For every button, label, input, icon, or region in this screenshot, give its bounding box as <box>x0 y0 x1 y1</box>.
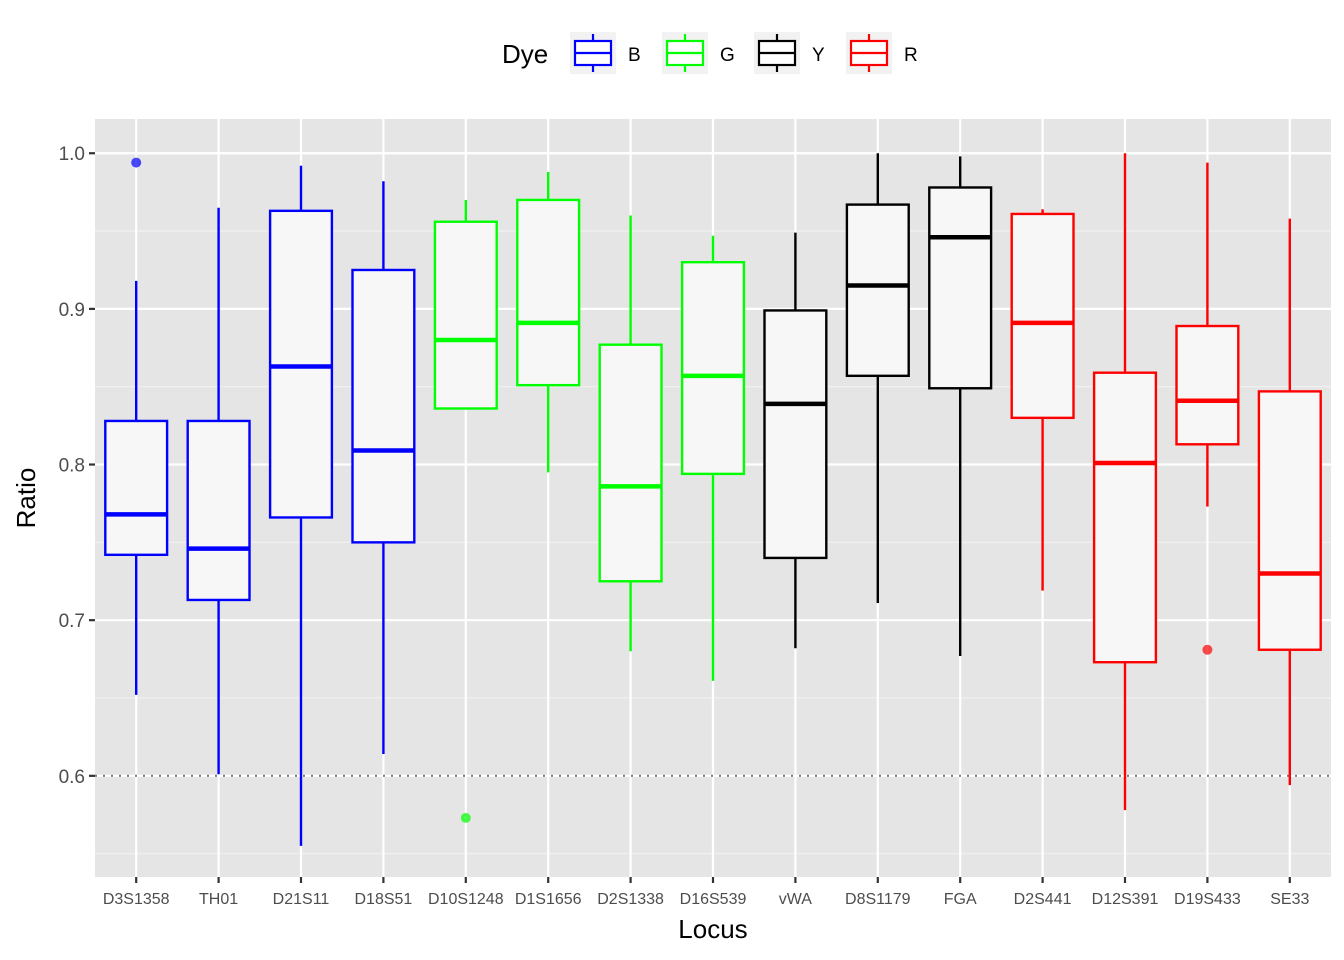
legend-item-b: B <box>570 32 641 74</box>
x-tick-label: D2S441 <box>1014 891 1072 908</box>
box-vwa <box>763 232 828 649</box>
box-body <box>845 203 910 378</box>
box-th01 <box>186 207 251 775</box>
box-body <box>763 309 828 560</box>
box-body <box>928 186 993 390</box>
box-se33 <box>1257 218 1322 786</box>
y-tick-label: 1.0 <box>59 144 85 165</box>
y-axis-title: Ratio <box>11 468 41 529</box>
legend-title: Dye <box>502 39 548 69</box>
x-tick-label: D3S1358 <box>103 891 170 908</box>
x-tick-label: D19S433 <box>1174 891 1241 908</box>
box-d1s1656 <box>516 171 581 473</box>
box-d2s441 <box>1010 209 1075 591</box>
box-fga <box>928 156 993 656</box>
box-body <box>186 419 251 602</box>
box-body <box>516 198 581 387</box>
x-tick-label: D1S1656 <box>515 891 582 908</box>
legend-item-r: R <box>846 32 918 74</box>
box-body <box>680 260 746 476</box>
box-body <box>598 343 663 583</box>
outlier-point <box>131 157 142 168</box>
box-d16s539 <box>680 235 746 681</box>
box-body <box>1010 212 1075 420</box>
x-tick-label: D18S51 <box>354 891 412 908</box>
legend-item-g: G <box>662 32 735 74</box>
legend-label: B <box>628 45 641 66</box>
boxes <box>104 153 1322 846</box>
x-tick-label: vWA <box>779 891 813 908</box>
box-d19s433 <box>1175 162 1240 655</box>
box-d12s391 <box>1092 153 1158 811</box>
y-axis: 0.6 0.7 0.8 0.9 1.0 <box>59 144 95 788</box>
box-body <box>433 220 498 410</box>
box-body <box>268 209 334 519</box>
x-tick-label: D21S11 <box>273 891 330 908</box>
box-d10s1248 <box>433 199 498 823</box>
y-tick-label: 0.7 <box>59 611 85 632</box>
x-tick-label: D8S1179 <box>845 891 911 908</box>
legend-label: G <box>720 45 735 66</box>
legend: Dye B G Y R <box>502 32 918 74</box>
box-d3s1358 <box>104 157 169 695</box>
box-body <box>1175 324 1240 446</box>
outlier-point <box>460 812 471 823</box>
box-body <box>104 419 169 557</box>
legend-label: Y <box>812 45 825 66</box>
y-tick-label: 0.8 <box>59 456 85 477</box>
box-body <box>1257 390 1322 651</box>
x-tick-label: TH01 <box>199 891 238 908</box>
box-d2s1338 <box>598 215 663 652</box>
x-tick-label: FGA <box>944 891 977 908</box>
legend-item-y: Y <box>754 32 825 74</box>
x-tick-label: D16S539 <box>680 891 747 908</box>
legend-label: R <box>904 45 918 66</box>
x-tick-label: D12S391 <box>1092 891 1159 908</box>
box-d8s1179 <box>845 153 910 604</box>
box-d21s11 <box>268 165 334 846</box>
y-tick-label: 0.6 <box>59 767 85 788</box>
x-tick-label: SE33 <box>1270 891 1309 908</box>
box-body <box>351 268 416 544</box>
x-tick-label: D10S1248 <box>428 891 504 908</box>
box-body <box>1092 371 1158 664</box>
x-axis-title: Locus <box>678 914 747 944</box>
x-tick-label: D2S1338 <box>597 891 664 908</box>
outlier-point <box>1202 644 1213 655</box>
x-axis: D3S1358 TH01 D21S11 D18S51 D10S1248 D1S1656 D2… <box>103 877 1309 908</box>
box-d18s51 <box>351 181 416 755</box>
y-tick-label: 0.9 <box>59 300 85 321</box>
